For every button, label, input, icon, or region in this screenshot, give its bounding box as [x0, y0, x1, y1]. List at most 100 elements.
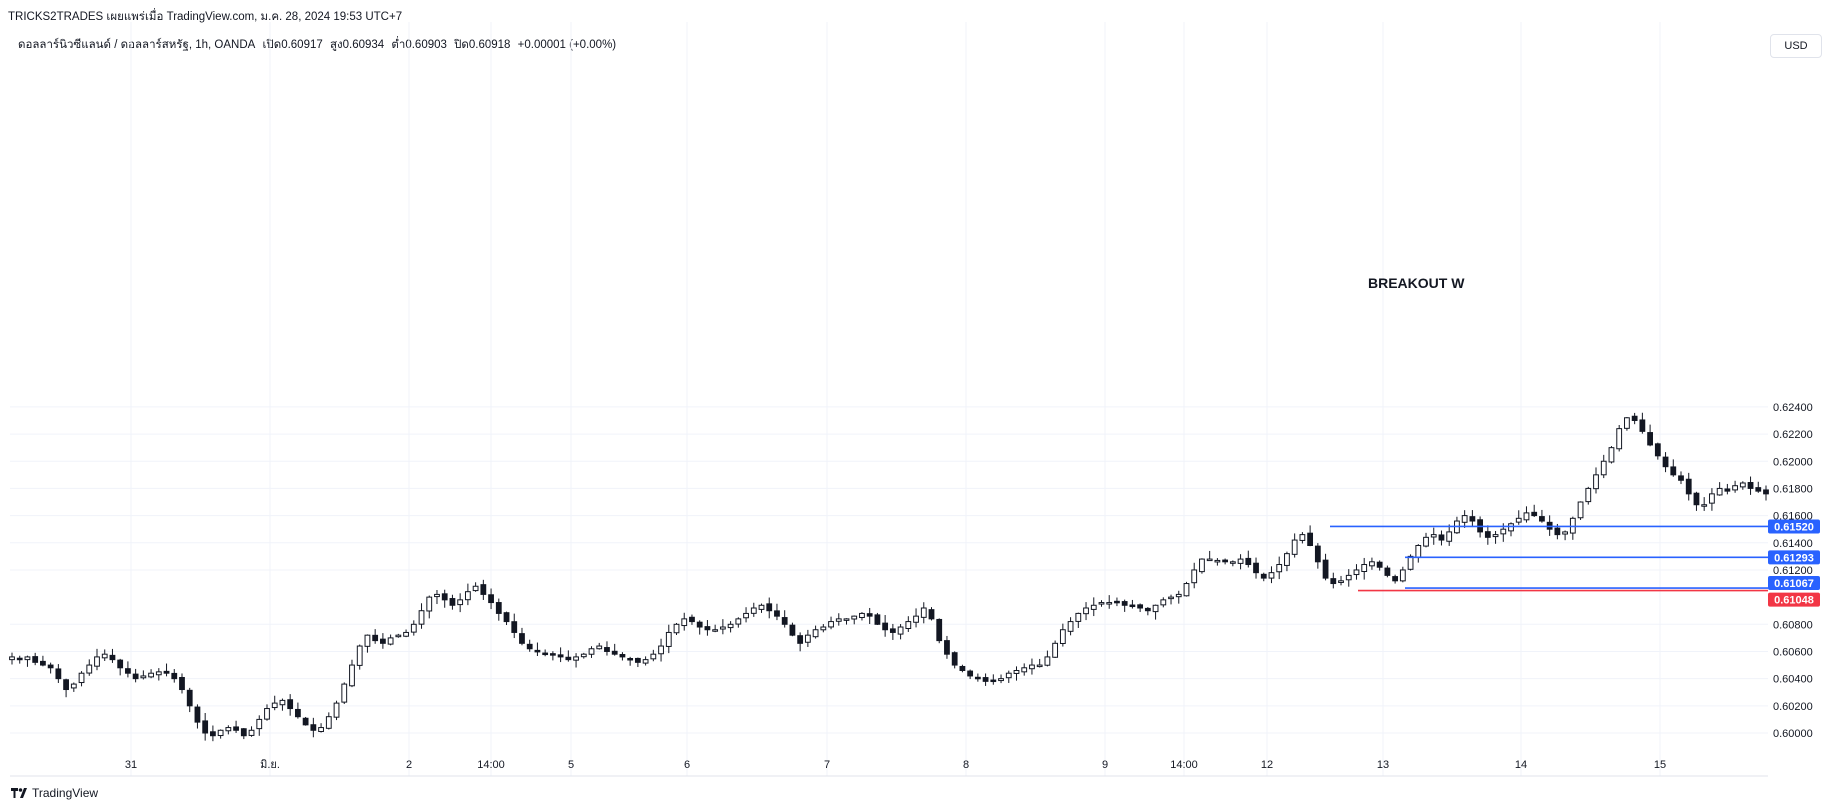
- candle-body: [758, 604, 765, 610]
- candle-body: [704, 626, 711, 631]
- candle: [936, 618, 943, 644]
- x-tick-label: 15: [1654, 759, 1666, 771]
- candle-body: [1647, 432, 1653, 446]
- candle-body: [1701, 504, 1708, 507]
- x-tick-label: มิ.ย.: [260, 759, 280, 771]
- candle: [704, 620, 711, 636]
- candle: [1438, 530, 1445, 546]
- candle: [294, 702, 301, 719]
- candle: [1654, 442, 1661, 460]
- candle: [573, 653, 579, 668]
- level-price-label: 0.61048: [1774, 595, 1814, 607]
- candle: [47, 662, 54, 674]
- candle: [851, 615, 858, 625]
- candle: [125, 661, 131, 678]
- candle-body: [1492, 534, 1499, 538]
- candle: [1701, 497, 1708, 511]
- candle-body: [132, 673, 139, 680]
- tradingview-brand[interactable]: TradingView: [10, 786, 98, 800]
- candle: [1693, 491, 1700, 511]
- candle-body: [47, 664, 54, 669]
- y-tick-label: 0.60200: [1773, 701, 1813, 713]
- level-price-label: 0.61520: [1774, 521, 1814, 533]
- candle-body: [379, 638, 386, 644]
- candle: [882, 615, 889, 637]
- candle: [418, 603, 425, 629]
- candle-body: [1299, 534, 1306, 541]
- candle: [349, 659, 355, 688]
- candle-body: [325, 716, 332, 729]
- candle-body: [967, 670, 974, 677]
- candle: [179, 673, 185, 694]
- candle-body: [1168, 596, 1174, 600]
- candle: [712, 624, 719, 633]
- candle-body: [681, 618, 688, 627]
- candle: [1662, 452, 1669, 473]
- candle-body: [155, 671, 162, 676]
- candle-body: [998, 678, 1004, 682]
- candle-body: [1678, 475, 1684, 481]
- candle: [217, 729, 224, 739]
- candle-body: [117, 659, 124, 669]
- candle: [495, 598, 502, 621]
- candle: [1593, 467, 1599, 494]
- candle: [681, 612, 688, 631]
- candle-body: [1052, 642, 1059, 658]
- candle-body: [951, 652, 958, 666]
- y-tick-label: 0.60800: [1773, 619, 1813, 631]
- candle-body: [294, 708, 301, 718]
- candle-body: [179, 677, 185, 691]
- time-axis[interactable]: 31 มิ.ย. 2 14:00 5 6 7 8 9 14:00 12 13 14 15: [125, 759, 1666, 771]
- candle: [1709, 488, 1715, 511]
- candle: [1345, 569, 1352, 587]
- currency-selector[interactable]: USD: [1770, 34, 1822, 58]
- candle: [1314, 543, 1321, 569]
- level-price-label: 0.61293: [1774, 552, 1814, 564]
- candle: [40, 655, 46, 667]
- candle: [766, 597, 773, 619]
- candle: [835, 613, 842, 626]
- ohlc-high: สูง0.60934: [329, 39, 385, 51]
- candle-body: [40, 660, 46, 666]
- candle-body: [1446, 531, 1453, 542]
- x-tick-label: 6: [684, 759, 690, 771]
- candle: [797, 632, 804, 652]
- candle: [1299, 532, 1306, 544]
- candle: [379, 633, 386, 649]
- candle: [1284, 551, 1290, 572]
- candle: [1624, 417, 1630, 431]
- candle-body: [889, 628, 896, 633]
- candle: [1716, 482, 1723, 496]
- candle: [743, 607, 749, 623]
- candle-body: [271, 702, 278, 709]
- price-axis[interactable]: 0.62400 0.62200 0.62000 0.61800 0.61600 0.614…: [1773, 402, 1813, 740]
- candle-body: [897, 626, 904, 635]
- candle-body: [882, 622, 889, 631]
- candle: [1585, 486, 1592, 505]
- candle: [302, 716, 309, 726]
- y-tick-label: 0.62200: [1773, 429, 1813, 441]
- candle-body: [1183, 583, 1190, 597]
- candle-body: [974, 676, 981, 680]
- candle: [341, 682, 348, 705]
- candle-body: [812, 629, 819, 638]
- candle-body: [186, 689, 193, 707]
- candle-body: [55, 668, 62, 680]
- candle-body: [944, 640, 950, 655]
- candle: [1260, 572, 1267, 582]
- candle: [658, 638, 664, 662]
- candle: [804, 629, 811, 647]
- candles: [9, 412, 1769, 742]
- candle: [325, 712, 332, 730]
- candle-body: [488, 594, 494, 604]
- candle-body: [70, 683, 77, 689]
- candle: [472, 582, 479, 592]
- candle-body: [16, 657, 23, 661]
- symbol-name[interactable]: ดอลลาร์นิวซีแลนด์ / ดอลลาร์สหรัฐ, 1h, OA…: [18, 39, 256, 51]
- candle: [1763, 485, 1769, 501]
- candle: [1508, 522, 1514, 537]
- candle-body: [820, 626, 827, 631]
- candle: [526, 639, 533, 652]
- candle-body: [1214, 559, 1221, 563]
